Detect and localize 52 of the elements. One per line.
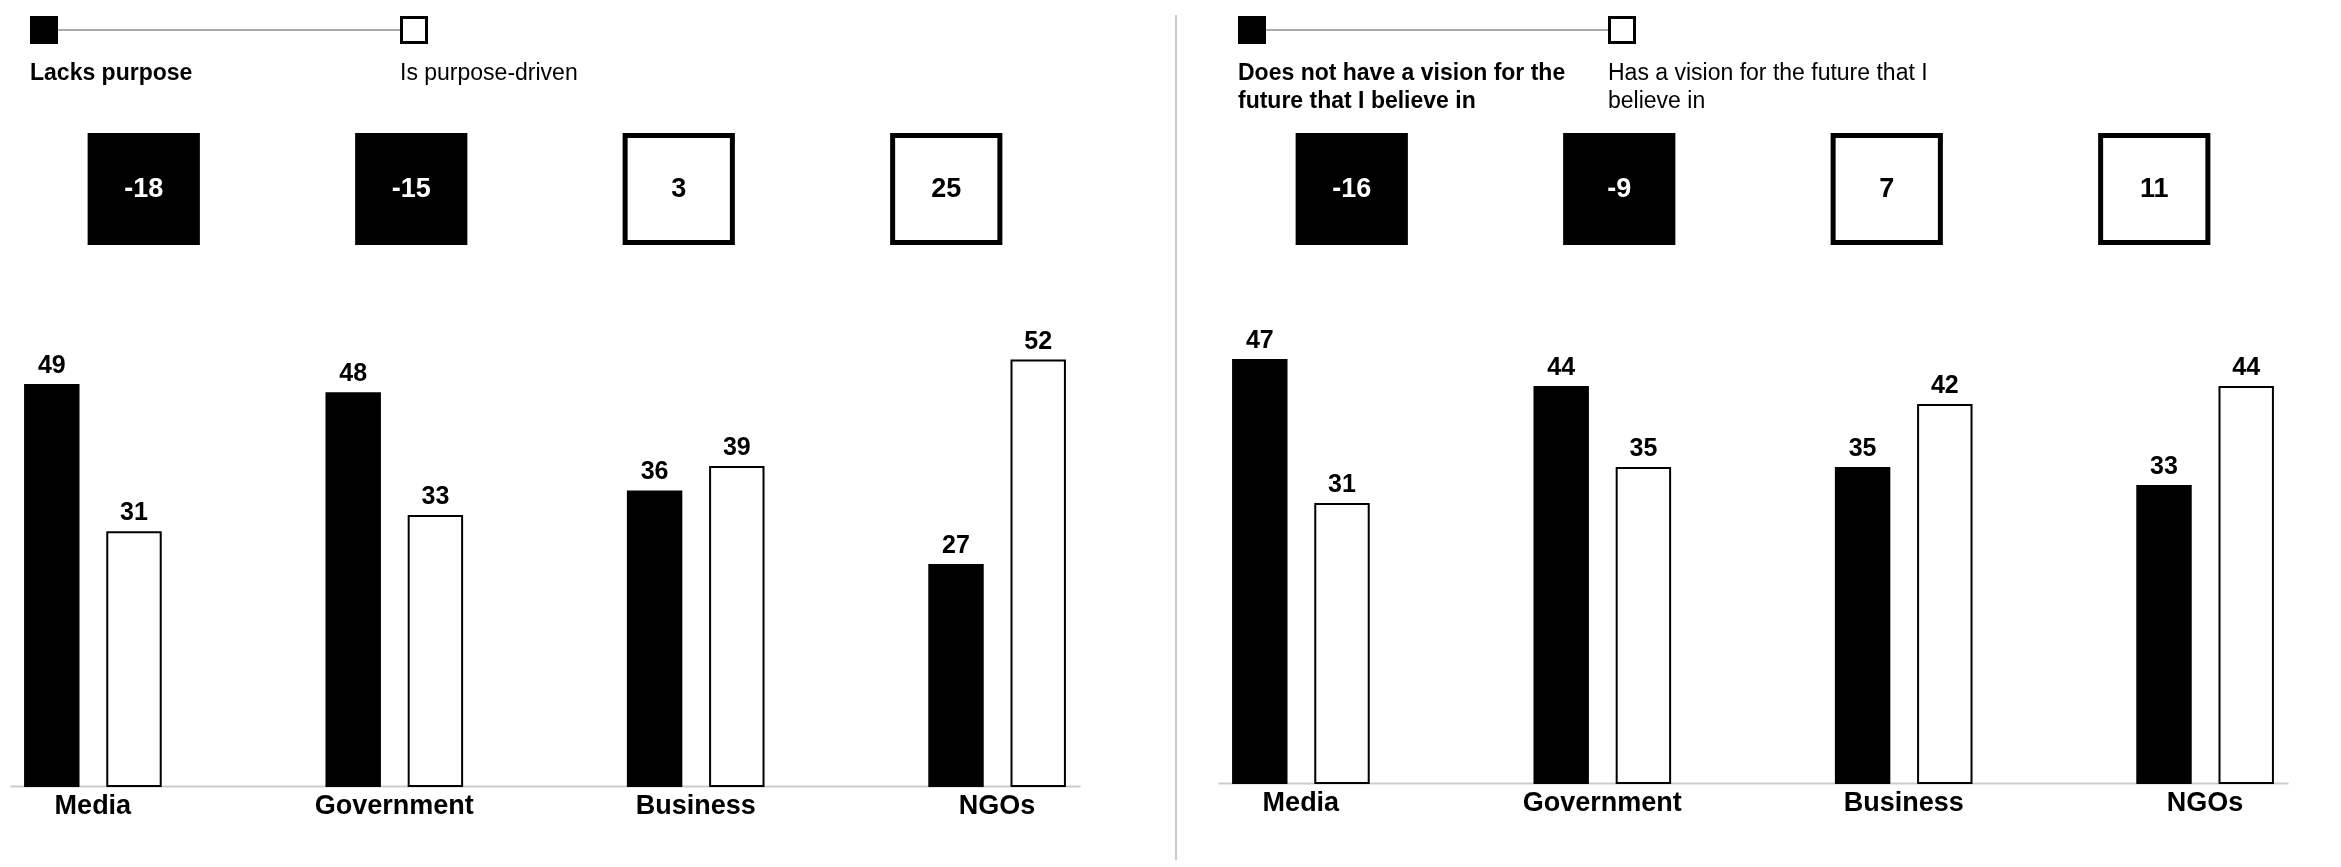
- bar: [626, 490, 683, 787]
- bar: [1314, 503, 1370, 784]
- data-label: 52: [1024, 325, 1053, 354]
- data-label: 35: [1848, 433, 1877, 461]
- data-label: 39: [722, 431, 751, 460]
- data-label: 49: [37, 350, 66, 379]
- data-label: 44: [2232, 352, 2261, 380]
- bar: [2136, 485, 2192, 784]
- legend-label: Does not have a vision for the future that I believe in: [1238, 58, 1567, 114]
- data-label: 42: [1930, 370, 1959, 398]
- data-label: 27: [942, 530, 970, 559]
- bar: [1834, 467, 1891, 784]
- data-label: 31: [120, 497, 148, 526]
- bar: [1010, 359, 1066, 787]
- data-label: 47: [1245, 325, 1274, 353]
- x-tick-label: Government: [1522, 786, 1682, 817]
- x-tick-label: Government: [314, 789, 474, 820]
- bar: [1917, 404, 1973, 784]
- bar: [325, 392, 381, 787]
- text: -15: [391, 173, 431, 203]
- text: -9: [1607, 173, 1632, 203]
- x-tick-label: NGOs: [958, 789, 1036, 820]
- text: 11: [2139, 173, 2169, 203]
- bar: [407, 515, 464, 787]
- bar: [709, 465, 765, 787]
- text: -16: [1332, 173, 1372, 203]
- data-label: 31: [1328, 469, 1356, 497]
- x-tick-label: Media: [1262, 786, 1341, 817]
- text: 7: [1879, 173, 1895, 203]
- data-label: 33: [421, 481, 450, 509]
- x-tick-label: NGOs: [2166, 786, 2244, 817]
- text: 3: [671, 173, 687, 203]
- text: -18: [124, 173, 164, 203]
- x-tick-label: Media: [54, 789, 133, 820]
- data-label: 36: [640, 456, 669, 485]
- x-tick-label: Business: [1843, 786, 1964, 817]
- bar: [928, 564, 984, 787]
- data-label: 44: [1547, 352, 1576, 380]
- x-tick-label: Business: [635, 789, 756, 820]
- legend-label: Is purpose-driven: [400, 58, 579, 86]
- data-label: 48: [339, 358, 368, 387]
- bar: [1533, 386, 1589, 784]
- bar: [1232, 359, 1288, 784]
- bar: [1615, 467, 1672, 784]
- data-label: 33: [2150, 451, 2178, 479]
- bar: [106, 531, 162, 787]
- data-label: 35: [1629, 433, 1658, 461]
- bar: [2218, 386, 2274, 784]
- legend-label: Lacks purpose: [30, 58, 194, 86]
- bar: [24, 384, 80, 787]
- legend-label: Has a vision for the future that I believe in: [1608, 58, 1929, 114]
- text: 25: [931, 173, 962, 203]
